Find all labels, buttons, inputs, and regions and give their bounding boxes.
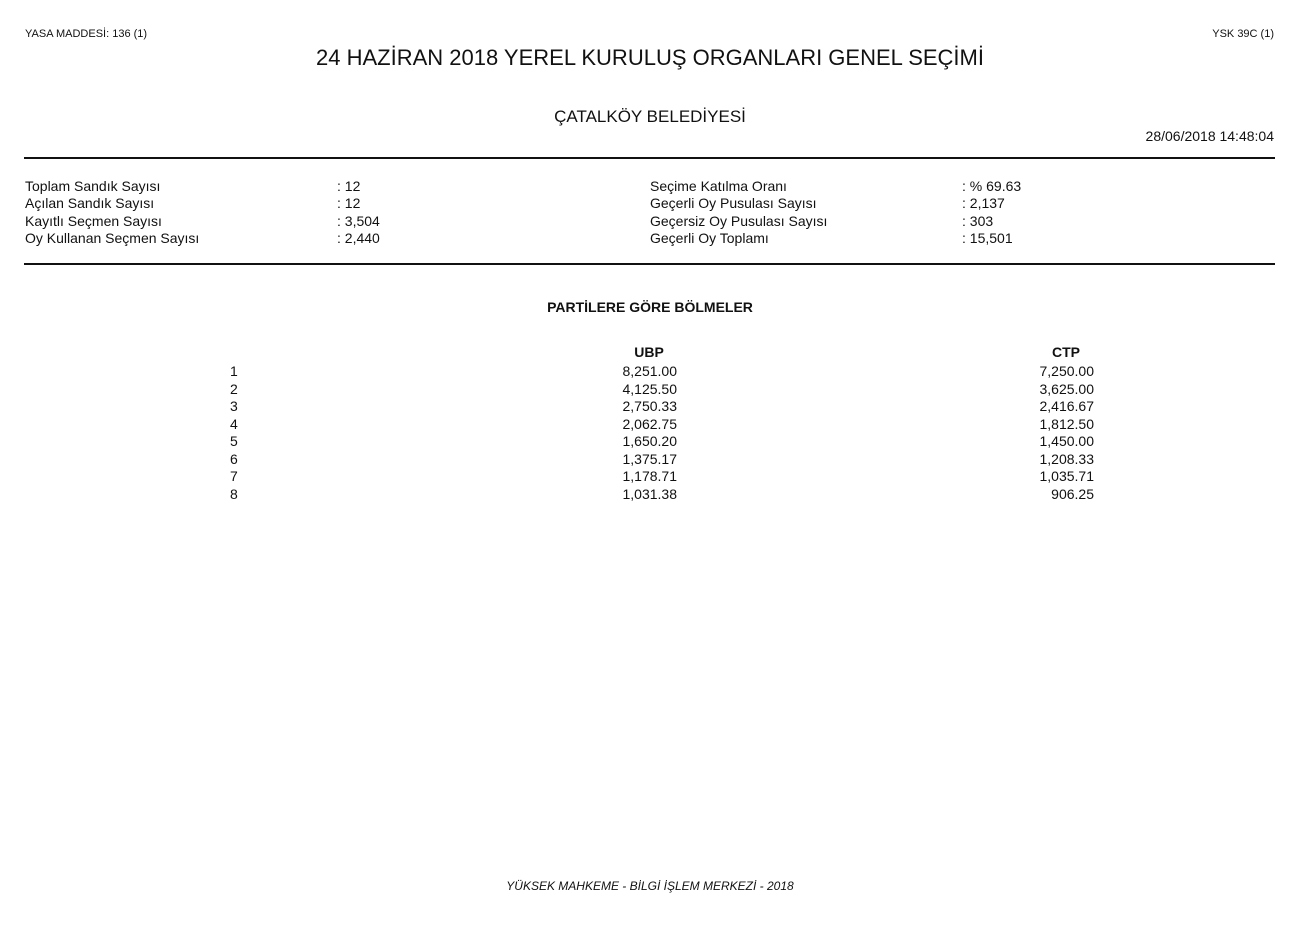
row-number: 5: [230, 433, 238, 449]
summary-value: : 3,504: [337, 213, 380, 229]
summary-label: Kayıtlı Seçmen Sayısı: [25, 213, 162, 229]
footer: YÜKSEK MAHKEME - BİLGİ İŞLEM MERKEZİ - 2…: [506, 879, 794, 893]
summary-label: Seçime Katılma Oranı: [650, 178, 787, 194]
ctp-value: 7,250.00: [1039, 363, 1095, 379]
summary-value: : 2,440: [337, 230, 380, 246]
ubp-value: 1,650.20: [622, 433, 678, 449]
row-number: 4: [230, 415, 238, 432]
ctp-value: 3,625.00: [1039, 380, 1095, 397]
row-number: 7: [230, 468, 238, 484]
ctp-value: 1,450.00: [1039, 433, 1095, 449]
divider-top: [24, 157, 1275, 159]
form-code: YSK 39C (1): [1212, 28, 1274, 40]
ubp-value: 4,125.50: [622, 380, 678, 397]
law-article: YASA MADDESİ: 136 (1): [25, 28, 148, 40]
summary-label: Geçersiz Oy Pusulası Sayısı: [650, 213, 828, 229]
ctp-value: 1,208.33: [1039, 450, 1095, 467]
row-number: 8: [230, 485, 238, 502]
ctp-value: 2,416.67: [1039, 398, 1095, 414]
summary-value: : 12: [337, 195, 361, 211]
divider-bottom: [24, 263, 1275, 265]
row-number: 6: [230, 450, 238, 467]
summary-label: Toplam Sandık Sayısı: [25, 178, 161, 194]
summary-value: : 2,137: [962, 195, 1005, 211]
summary-label: Geçerli Oy Toplamı: [650, 230, 769, 246]
municipality-name: ÇATALKÖY BELEDİYESİ: [554, 107, 746, 126]
ctp-value: 1,812.50: [1039, 415, 1095, 432]
summary-value: : 303: [962, 213, 994, 229]
ubp-value: 2,750.33: [622, 398, 678, 414]
summary-value: : 15,501: [962, 230, 1013, 246]
ubp-value: 2,062.75: [622, 415, 678, 432]
ctp-value: 1,035.71: [1039, 468, 1095, 484]
row-number: 3: [230, 398, 238, 414]
column-header-ctp: CTP: [1052, 344, 1080, 360]
summary-value: : % 69.63: [962, 178, 1022, 194]
summary-label: Açılan Sandık Sayısı: [25, 195, 155, 211]
report-timestamp: 28/06/2018 14:48:04: [1145, 128, 1274, 144]
row-number: 2: [230, 380, 238, 397]
ubp-value: 8,251.00: [622, 363, 678, 379]
summary-value: : 12: [337, 178, 361, 194]
summary-label: Oy Kullanan Seçmen Sayısı: [25, 230, 200, 246]
ctp-value: 906.25: [1051, 485, 1094, 502]
summary-label: Geçerli Oy Pusulası Sayısı: [650, 195, 817, 211]
ubp-value: 1,031.38: [622, 485, 678, 502]
ubp-value: 1,375.17: [622, 450, 678, 467]
row-number: 1: [230, 363, 238, 379]
section-title: PARTİLERE GÖRE BÖLMELER: [547, 299, 753, 315]
page-title: 24 HAZİRAN 2018 YEREL KURULUŞ ORGANLARI …: [316, 45, 984, 70]
ubp-value: 1,178.71: [622, 468, 678, 484]
column-header-ubp: UBP: [634, 344, 664, 360]
